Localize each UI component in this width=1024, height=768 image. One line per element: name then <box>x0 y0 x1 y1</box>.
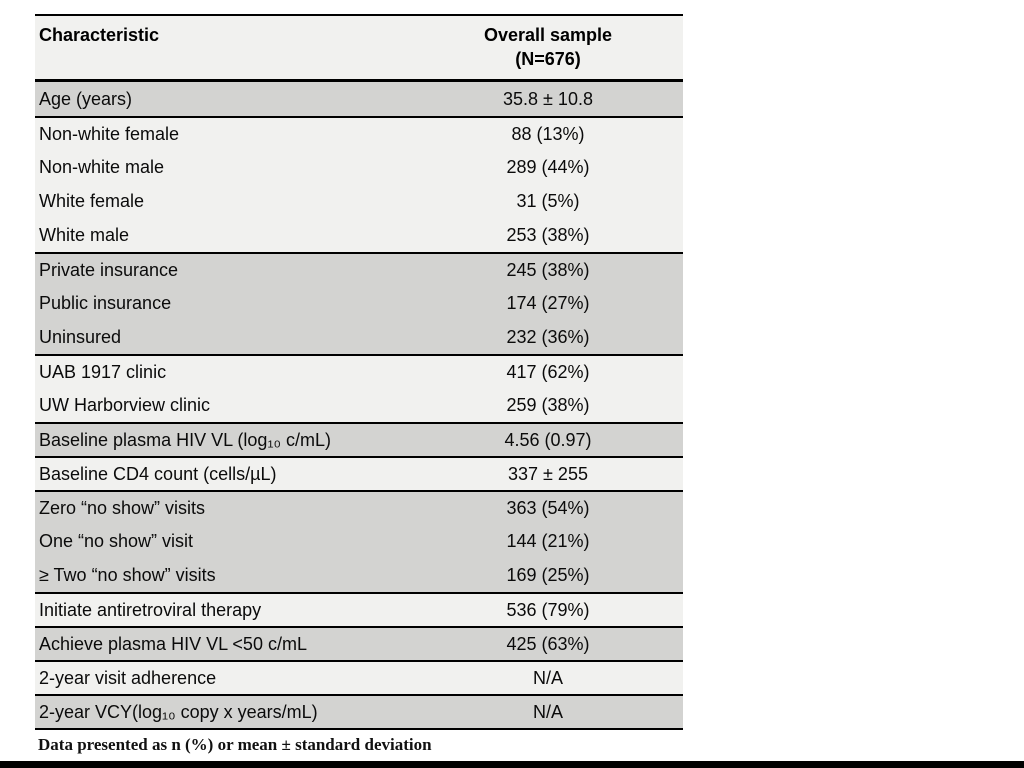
row-label: Uninsured <box>39 326 122 347</box>
row-value: 35.8 ± 10.8 <box>503 88 593 109</box>
row-label: Baseline CD4 count (cells/µL) <box>39 463 277 484</box>
table-row: Non-white male 289 (44%) <box>35 150 683 184</box>
row-label: White female <box>39 190 145 211</box>
table-row: Baseline plasma HIV VL (log₁₀ c/mL) 4.56… <box>35 422 683 456</box>
table-row: One “no show” visit 144 (21%) <box>35 524 683 558</box>
column-header-characteristic: Characteristic <box>39 25 160 45</box>
table-row: Initiate antiretroviral therapy 536 (79%… <box>35 592 683 626</box>
table-row: ≥ Two “no show” visits 169 (25%) <box>35 558 683 592</box>
row-label: Initiate antiretroviral therapy <box>39 599 262 620</box>
row-value: 144 (21%) <box>506 530 590 551</box>
row-value: 245 (38%) <box>506 259 590 280</box>
row-label: Achieve plasma HIV VL <50 c/mL <box>39 633 307 654</box>
table-row: Age (years) 35.8 ± 10.8 <box>35 82 683 116</box>
row-label: Age (years) <box>39 88 133 109</box>
overall-sample-line1: Overall sample <box>483 25 613 45</box>
overall-sample-line2: (N=676) <box>515 49 581 69</box>
row-label: Baseline plasma HIV VL (log₁₀ c/mL) <box>39 429 331 450</box>
row-value: 259 (38%) <box>506 394 590 415</box>
row-label: Private insurance <box>39 259 179 280</box>
row-value: 425 (63%) <box>506 633 590 654</box>
row-label: UAB 1917 clinic <box>39 361 167 382</box>
table-row: Non-white female 88 (13%) <box>35 116 683 150</box>
row-value: 536 (79%) <box>506 599 590 620</box>
row-value: 417 (62%) <box>506 361 590 382</box>
column-header-overall-sample: Overall sample (N=676) <box>413 23 683 71</box>
row-value: N/A <box>532 667 563 688</box>
table-row: Baseline CD4 count (cells/µL) 337 ± 255 <box>35 456 683 490</box>
row-label: Zero “no show” visits <box>39 497 206 518</box>
row-value: 88 (13%) <box>511 123 585 144</box>
row-label: White male <box>39 224 130 245</box>
row-label: One “no show” visit <box>39 530 194 551</box>
table-row: UW Harborview clinic 259 (38%) <box>35 388 683 422</box>
row-label: Non-white male <box>39 156 165 177</box>
row-label: UW Harborview clinic <box>39 394 211 415</box>
row-value: 31 (5%) <box>516 190 580 211</box>
table-row: White male 253 (38%) <box>35 218 683 252</box>
row-label: ≥ Two “no show” visits <box>39 564 216 585</box>
table-footnote: Data presented as n (%) or mean ± standa… <box>38 735 432 754</box>
characteristics-table: Characteristic Overall sample (N=676) Ag… <box>35 14 683 730</box>
row-label: Public insurance <box>39 292 172 313</box>
table-row: Zero “no show” visits 363 (54%) <box>35 490 683 524</box>
row-label: Non-white female <box>39 123 180 144</box>
row-value: 289 (44%) <box>506 156 590 177</box>
row-value: N/A <box>532 701 563 722</box>
table-row: Uninsured 232 (36%) <box>35 320 683 354</box>
table-body: Age (years) 35.8 ± 10.8 Non-white female… <box>35 82 683 730</box>
table-row: Achieve plasma HIV VL <50 c/mL 425 (63%) <box>35 626 683 660</box>
row-label: 2-year VCY(log₁₀ copy x years/mL) <box>39 701 318 722</box>
row-value: 232 (36%) <box>506 326 590 347</box>
table-row: 2-year VCY(log₁₀ copy x years/mL) N/A <box>35 694 683 728</box>
table-row: 2-year visit adherence N/A <box>35 660 683 694</box>
table-header-row: Characteristic Overall sample (N=676) <box>35 16 683 82</box>
row-value: 253 (38%) <box>506 224 590 245</box>
row-value: 174 (27%) <box>506 292 590 313</box>
row-label: 2-year visit adherence <box>39 667 217 688</box>
table-row: Private insurance 245 (38%) <box>35 252 683 286</box>
bottom-border-bar <box>0 761 1024 768</box>
row-value: 363 (54%) <box>506 497 590 518</box>
row-value: 4.56 (0.97) <box>504 429 592 450</box>
row-value: 337 ± 255 <box>508 463 588 484</box>
row-value: 169 (25%) <box>506 564 590 585</box>
table-row: UAB 1917 clinic 417 (62%) <box>35 354 683 388</box>
table-row: White female 31 (5%) <box>35 184 683 218</box>
table-row: Public insurance 174 (27%) <box>35 286 683 320</box>
